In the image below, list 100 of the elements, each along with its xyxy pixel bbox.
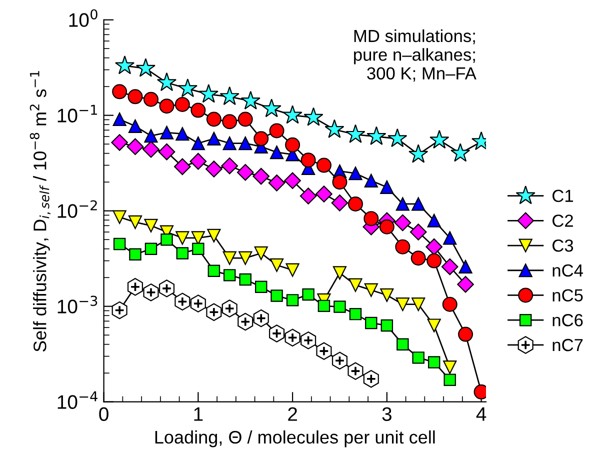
y-tick-label: 10$^{0}$ xyxy=(69,9,98,27)
point xyxy=(156,72,177,92)
point xyxy=(346,124,366,143)
point xyxy=(238,136,252,150)
point xyxy=(239,273,252,286)
point xyxy=(206,160,222,178)
point xyxy=(269,324,285,342)
point xyxy=(318,300,330,312)
point xyxy=(316,158,332,173)
point xyxy=(388,128,408,148)
point xyxy=(112,84,128,100)
point xyxy=(300,332,316,350)
point xyxy=(223,269,236,282)
point xyxy=(457,276,474,293)
point xyxy=(254,131,269,146)
point xyxy=(450,143,470,162)
point xyxy=(158,280,175,298)
x-axis-title: Loading, Θ / molecules per unit cell xyxy=(155,430,435,448)
point xyxy=(160,233,173,246)
point xyxy=(349,308,362,320)
y-tick-label: 10$^{−3}$ xyxy=(58,296,98,314)
legend-label: C2 xyxy=(552,214,573,227)
point xyxy=(222,136,236,150)
point xyxy=(364,211,379,226)
legend-label: C1 xyxy=(552,190,573,202)
point xyxy=(136,58,156,77)
point xyxy=(144,242,158,255)
point xyxy=(284,328,300,347)
point xyxy=(176,247,189,260)
point xyxy=(286,263,300,277)
point xyxy=(174,292,190,311)
point xyxy=(190,102,206,118)
y-tick-label: 10$^{−1}$ xyxy=(58,104,97,122)
point xyxy=(238,112,253,127)
point xyxy=(427,214,441,228)
y-tick-label: 10$^{−4}$ xyxy=(58,391,98,409)
point xyxy=(396,298,410,312)
legend-label: nC7 xyxy=(552,338,583,352)
point xyxy=(396,338,409,350)
point xyxy=(364,283,378,297)
point xyxy=(112,210,126,224)
point xyxy=(300,188,317,204)
x-tick-label: 1 xyxy=(194,407,203,421)
point xyxy=(316,186,332,202)
point xyxy=(114,56,135,74)
point xyxy=(458,326,474,342)
point xyxy=(174,96,190,112)
point xyxy=(192,242,204,255)
point xyxy=(324,119,344,138)
point xyxy=(285,137,300,152)
point xyxy=(394,214,412,232)
x-tick-label: 3 xyxy=(382,407,392,421)
point xyxy=(222,300,238,318)
legend-label: nC5 xyxy=(552,289,583,302)
point xyxy=(253,309,269,328)
point xyxy=(207,132,221,146)
legend-label: C3 xyxy=(552,239,574,252)
point xyxy=(332,174,348,190)
point xyxy=(174,158,191,176)
point xyxy=(366,126,386,145)
point xyxy=(222,114,238,130)
point xyxy=(159,98,174,114)
point xyxy=(348,362,364,380)
point xyxy=(129,248,142,260)
point xyxy=(221,157,238,174)
point xyxy=(127,278,143,296)
point xyxy=(410,224,427,240)
point xyxy=(363,370,379,388)
point xyxy=(238,312,254,331)
point xyxy=(252,168,270,185)
point xyxy=(348,196,363,212)
point xyxy=(316,342,332,360)
point xyxy=(112,301,128,320)
point xyxy=(268,174,286,192)
point xyxy=(458,260,472,274)
point xyxy=(190,294,206,312)
point xyxy=(254,246,268,260)
point xyxy=(236,164,254,181)
point xyxy=(396,197,410,211)
point xyxy=(128,119,142,133)
point xyxy=(190,152,207,170)
point xyxy=(426,238,443,256)
point xyxy=(206,303,222,322)
point xyxy=(380,288,394,302)
point xyxy=(334,300,346,313)
point xyxy=(144,129,158,143)
point xyxy=(302,288,314,301)
point xyxy=(300,152,316,168)
point xyxy=(427,318,441,332)
annotation: MD simulations; pure n–alkanes; 300 K; Mn–FA xyxy=(354,29,476,82)
point xyxy=(208,264,220,278)
point xyxy=(428,356,440,368)
point xyxy=(191,136,205,150)
point xyxy=(379,219,394,234)
point xyxy=(176,231,190,245)
point xyxy=(284,172,301,190)
point xyxy=(198,84,218,103)
point xyxy=(332,266,347,280)
point xyxy=(126,138,144,156)
point xyxy=(304,107,324,126)
